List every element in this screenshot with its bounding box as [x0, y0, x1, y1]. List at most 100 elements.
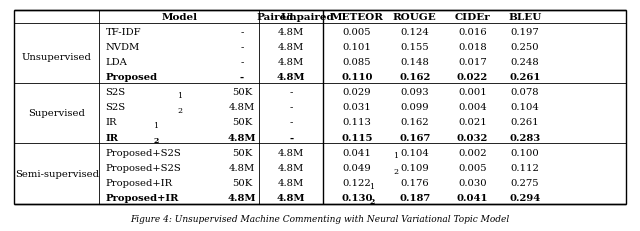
Text: 0.078: 0.078: [511, 88, 539, 97]
Text: Proposed+IR: Proposed+IR: [106, 193, 179, 202]
Text: 0.085: 0.085: [343, 58, 371, 67]
Text: IR: IR: [106, 133, 118, 142]
Text: 4.8M: 4.8M: [278, 163, 305, 172]
Text: 0.005: 0.005: [458, 163, 486, 172]
Text: -: -: [240, 43, 244, 52]
Text: 2: 2: [369, 197, 374, 205]
Text: LDA: LDA: [106, 58, 127, 67]
Text: 0.001: 0.001: [458, 88, 486, 97]
Text: 0.017: 0.017: [458, 58, 486, 67]
Text: -: -: [240, 28, 244, 37]
Text: 50K: 50K: [232, 148, 252, 157]
Text: 0.176: 0.176: [401, 178, 429, 187]
Text: 4.8M: 4.8M: [278, 148, 305, 157]
Text: 0.029: 0.029: [343, 88, 371, 97]
Text: 4.8M: 4.8M: [278, 43, 305, 52]
Text: 4.8M: 4.8M: [277, 73, 305, 82]
Text: 1: 1: [154, 122, 159, 130]
Text: -: -: [289, 118, 293, 127]
Text: IR: IR: [106, 118, 117, 127]
Text: 2: 2: [177, 107, 182, 115]
Text: 0.049: 0.049: [343, 163, 371, 172]
Text: S2S: S2S: [106, 88, 125, 97]
Text: 0.041: 0.041: [456, 193, 488, 202]
Text: 0.109: 0.109: [401, 163, 429, 172]
Text: 0.250: 0.250: [511, 43, 539, 52]
Text: 50K: 50K: [232, 88, 252, 97]
Text: 1: 1: [177, 92, 182, 100]
Text: 0.093: 0.093: [401, 88, 429, 97]
Text: 0.041: 0.041: [342, 148, 372, 157]
Text: METEOR: METEOR: [331, 13, 383, 22]
Text: 0.115: 0.115: [341, 133, 373, 142]
Text: 0.112: 0.112: [510, 163, 540, 172]
Text: Unsupervised: Unsupervised: [22, 53, 92, 62]
Text: 0.018: 0.018: [458, 43, 486, 52]
Text: ROUGE: ROUGE: [393, 13, 436, 22]
Text: 0.155: 0.155: [401, 43, 429, 52]
Text: 0.275: 0.275: [511, 178, 539, 187]
Text: 0.104: 0.104: [510, 103, 540, 112]
Text: NVDM: NVDM: [106, 43, 140, 52]
Text: Figure 4: Unsupervised Machine Commenting with Neural Variational Topic Model: Figure 4: Unsupervised Machine Commentin…: [131, 214, 509, 223]
Text: 0.110: 0.110: [341, 73, 373, 82]
Text: 4.8M: 4.8M: [228, 133, 256, 142]
Text: 0.021: 0.021: [458, 118, 486, 127]
Text: Paired: Paired: [257, 13, 294, 22]
Text: Unpaired: Unpaired: [280, 13, 334, 22]
Text: Proposed+IR: Proposed+IR: [106, 178, 173, 187]
Text: 0.124: 0.124: [400, 28, 429, 37]
Text: 0.100: 0.100: [511, 148, 539, 157]
Text: 4.8M: 4.8M: [278, 178, 305, 187]
Text: 0.004: 0.004: [458, 103, 486, 112]
Text: 0.030: 0.030: [458, 178, 486, 187]
Text: 0.283: 0.283: [509, 133, 540, 142]
Text: 0.162: 0.162: [401, 118, 429, 127]
Text: Model: Model: [161, 13, 197, 22]
Text: 0.002: 0.002: [458, 148, 486, 157]
Text: 0.016: 0.016: [458, 28, 486, 37]
Text: 0.162: 0.162: [399, 73, 431, 82]
Text: 4.8M: 4.8M: [228, 193, 256, 202]
Text: 0.031: 0.031: [343, 103, 371, 112]
Text: 0.113: 0.113: [342, 118, 372, 127]
Text: -: -: [289, 133, 293, 142]
Text: 0.104: 0.104: [400, 148, 429, 157]
Text: 4.8M: 4.8M: [228, 163, 255, 172]
Text: TF-IDF: TF-IDF: [106, 28, 141, 37]
Text: 0.167: 0.167: [399, 133, 431, 142]
Text: 1: 1: [393, 152, 398, 160]
Text: -: -: [289, 103, 293, 112]
Text: 4.8M: 4.8M: [277, 193, 305, 202]
Text: 0.005: 0.005: [343, 28, 371, 37]
Text: Supervised: Supervised: [28, 109, 85, 118]
Text: 4.8M: 4.8M: [228, 103, 255, 112]
Text: 0.197: 0.197: [511, 28, 539, 37]
Text: 4.8M: 4.8M: [278, 28, 305, 37]
Text: 0.294: 0.294: [509, 193, 540, 202]
Text: -: -: [289, 88, 293, 97]
Text: -: -: [240, 73, 244, 82]
Text: 2: 2: [393, 167, 398, 175]
Text: Proposed: Proposed: [106, 73, 157, 82]
Text: 0.261: 0.261: [509, 73, 541, 82]
Text: Semi-supervised: Semi-supervised: [15, 169, 99, 178]
Text: 0.130: 0.130: [341, 193, 373, 202]
Text: 50K: 50K: [232, 178, 252, 187]
Text: 0.248: 0.248: [511, 58, 539, 67]
Text: 0.099: 0.099: [401, 103, 429, 112]
Text: 2: 2: [154, 137, 159, 145]
Text: 0.261: 0.261: [511, 118, 539, 127]
Text: BLEU: BLEU: [508, 13, 541, 22]
Text: 0.101: 0.101: [342, 43, 372, 52]
Text: 4.8M: 4.8M: [278, 58, 305, 67]
Text: Proposed+S2S: Proposed+S2S: [106, 163, 181, 172]
Text: 0.148: 0.148: [400, 58, 429, 67]
Text: -: -: [240, 58, 244, 67]
Text: S2S: S2S: [106, 103, 125, 112]
Text: 0.022: 0.022: [457, 73, 488, 82]
Text: 0.122: 0.122: [343, 178, 371, 187]
Text: 0.187: 0.187: [399, 193, 430, 202]
Text: 1: 1: [369, 182, 374, 190]
Text: CIDEr: CIDEr: [454, 13, 490, 22]
